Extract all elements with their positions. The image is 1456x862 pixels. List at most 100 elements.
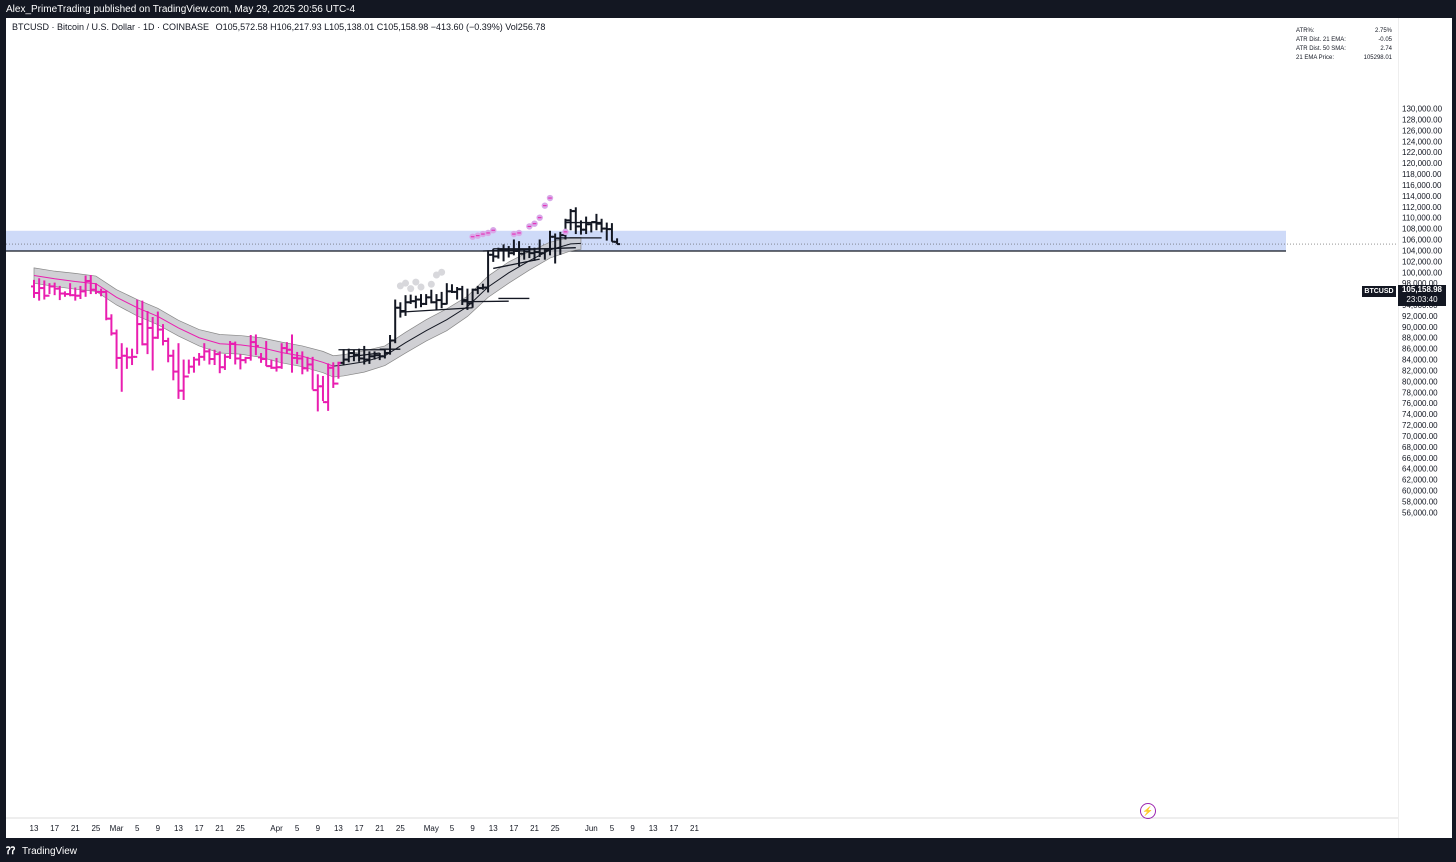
ohlc-bar	[438, 291, 445, 309]
stats-label: ATR Dist. 21 EMA:	[1296, 37, 1346, 43]
x-tick-label: 21	[530, 824, 539, 833]
x-tick-label: 5	[135, 824, 140, 833]
y-tick-label: 112,000.00	[1402, 203, 1442, 212]
ohlc-bar	[407, 294, 414, 304]
signal-dot-grey	[402, 279, 410, 287]
y-tick-label: 100,000.00	[1402, 268, 1443, 277]
ohlc-bar	[221, 354, 228, 370]
ohlc-bar	[443, 283, 450, 305]
ohlc-bar	[598, 218, 605, 233]
stats-table: ATR%: 2.75% ATR Dist. 21 EMA: -0.05 ATR Di…	[1296, 27, 1392, 63]
stats-label: ATR Dist. 50 SMA:	[1296, 46, 1346, 52]
stats-row: ATR Dist. 50 SMA: 2.74	[1296, 45, 1392, 54]
x-tick-label: 13	[334, 824, 343, 833]
ohlc-bar	[196, 353, 203, 366]
signal-dot-purple	[526, 223, 533, 230]
y-tick-label: 62,000.00	[1402, 476, 1438, 485]
x-tick-label: 9	[470, 824, 475, 833]
y-tick-label: 58,000.00	[1402, 497, 1438, 506]
y-tick-label: 76,000.00	[1402, 399, 1438, 408]
ohlc-bar	[123, 347, 130, 369]
x-tick-label: 9	[156, 824, 161, 833]
ohlc-bar	[149, 317, 156, 371]
ohlc-bar	[175, 343, 182, 399]
x-tick-label: 21	[375, 824, 384, 833]
x-tick-label: 25	[396, 824, 405, 833]
chart-svg[interactable]: 13 17 21 25 Mar 5 9 13 17 21 25 Apr 5 9 13 17 21 25 May 5 9 1…	[6, 18, 1398, 838]
y-tick-label: 74,000.00	[1402, 410, 1438, 419]
x-tick-label: 25	[236, 824, 245, 833]
y-tick-label: 90,000.00	[1402, 323, 1438, 332]
signal-dot-purple	[562, 228, 569, 236]
stats-value: 2.75%	[1374, 28, 1392, 34]
lightning-icon[interactable]: ⚡	[1140, 803, 1156, 819]
y-tick-label: 60,000.00	[1402, 487, 1438, 496]
ohlc-bar	[433, 294, 440, 311]
price-axis[interactable]: 56,000.00 58,000.00 60,000.00 62,000.00 64,0…	[1362, 18, 1452, 838]
tradingview-logo-icon: ⁇	[6, 846, 16, 857]
ohlc-bar	[572, 207, 579, 235]
ohlc-bar	[108, 314, 115, 336]
x-tick-label: Apr	[270, 824, 283, 833]
x-tick-label: May	[424, 824, 439, 833]
ohlc-bar	[237, 354, 244, 370]
ohlc-bar	[614, 238, 621, 246]
signal-dot-purple	[515, 229, 523, 237]
x-tick-label: Jun	[585, 824, 598, 833]
trend-line	[493, 258, 540, 270]
signal-dot-purple	[510, 230, 518, 238]
ema-line-black	[333, 242, 581, 367]
y-tick-label: 126,000.00	[1402, 126, 1443, 135]
ohlc-bar	[129, 348, 136, 366]
ohlc-bar	[397, 302, 404, 318]
y-tick-label: 80,000.00	[1402, 377, 1438, 386]
ohlc-bar	[190, 356, 197, 373]
price-tag-symbol: BTCUSD	[1362, 286, 1396, 297]
price-tag-value: 105,158.98	[1401, 285, 1443, 294]
signal-dot-purple	[469, 233, 476, 240]
y-tick-label: 92,000.00	[1402, 312, 1438, 321]
ohlc-bar	[567, 208, 574, 231]
x-tick-label: 25	[91, 824, 100, 833]
ohlc-bar	[61, 291, 68, 297]
ohlc-bar	[418, 294, 424, 308]
footer-brand: TradingView	[22, 846, 78, 857]
trend-line	[462, 300, 509, 303]
chart-area[interactable]: 13 17 21 25 Mar 5 9 13 17 21 25 Apr 5 9 13 17 21 25 May 5 9 1…	[6, 18, 1398, 838]
x-tick-label: 5	[450, 824, 455, 833]
ohlc-bar	[185, 359, 192, 378]
ohlc-bar	[448, 284, 455, 293]
ohlc-bar	[242, 356, 249, 364]
header-bar: Alex_PrimeTrading published on TradingVi…	[0, 0, 1456, 20]
ohlc-bar	[216, 351, 223, 374]
ohlc-bar	[165, 337, 172, 363]
stats-value: 2.74	[1380, 46, 1392, 52]
signal-dot-grey	[438, 268, 446, 276]
x-tick-label: 17	[509, 824, 518, 833]
ohlc-bar	[314, 374, 321, 412]
y-tick-label: 122,000.00	[1402, 148, 1443, 157]
y-tick-label: 120,000.00	[1402, 159, 1443, 168]
y-tick-label: 110,000.00	[1402, 214, 1442, 223]
signal-dot-purple	[490, 227, 497, 234]
stats-row: 21 EMA Price: 105298.01	[1296, 54, 1392, 63]
x-tick-label: 5	[610, 824, 615, 833]
ohlc-bar	[113, 329, 120, 369]
y-tick-label: 84,000.00	[1402, 356, 1438, 365]
ohlc-bar	[454, 286, 461, 300]
price-tag-countdown: 23:03:40	[1406, 295, 1438, 304]
signal-dot-purple	[536, 214, 543, 221]
y-tick-label: 98,000.00	[1402, 279, 1438, 288]
y-tick-label: 86,000.00	[1402, 345, 1438, 354]
stats-label: 21 EMA Price:	[1296, 55, 1335, 61]
x-tick-label: 5	[295, 824, 300, 833]
ohlc-bar	[56, 285, 63, 301]
stats-row: ATR Dist. 21 EMA: -0.05	[1296, 36, 1392, 45]
signal-dot-purple	[541, 202, 549, 209]
y-tick-label: 102,000.00	[1402, 257, 1443, 266]
ohlc-bar	[206, 348, 213, 365]
x-tick-label: 21	[215, 824, 224, 833]
ohlc-bar	[428, 289, 435, 304]
y-tick-label: 130,000.00	[1402, 105, 1443, 114]
